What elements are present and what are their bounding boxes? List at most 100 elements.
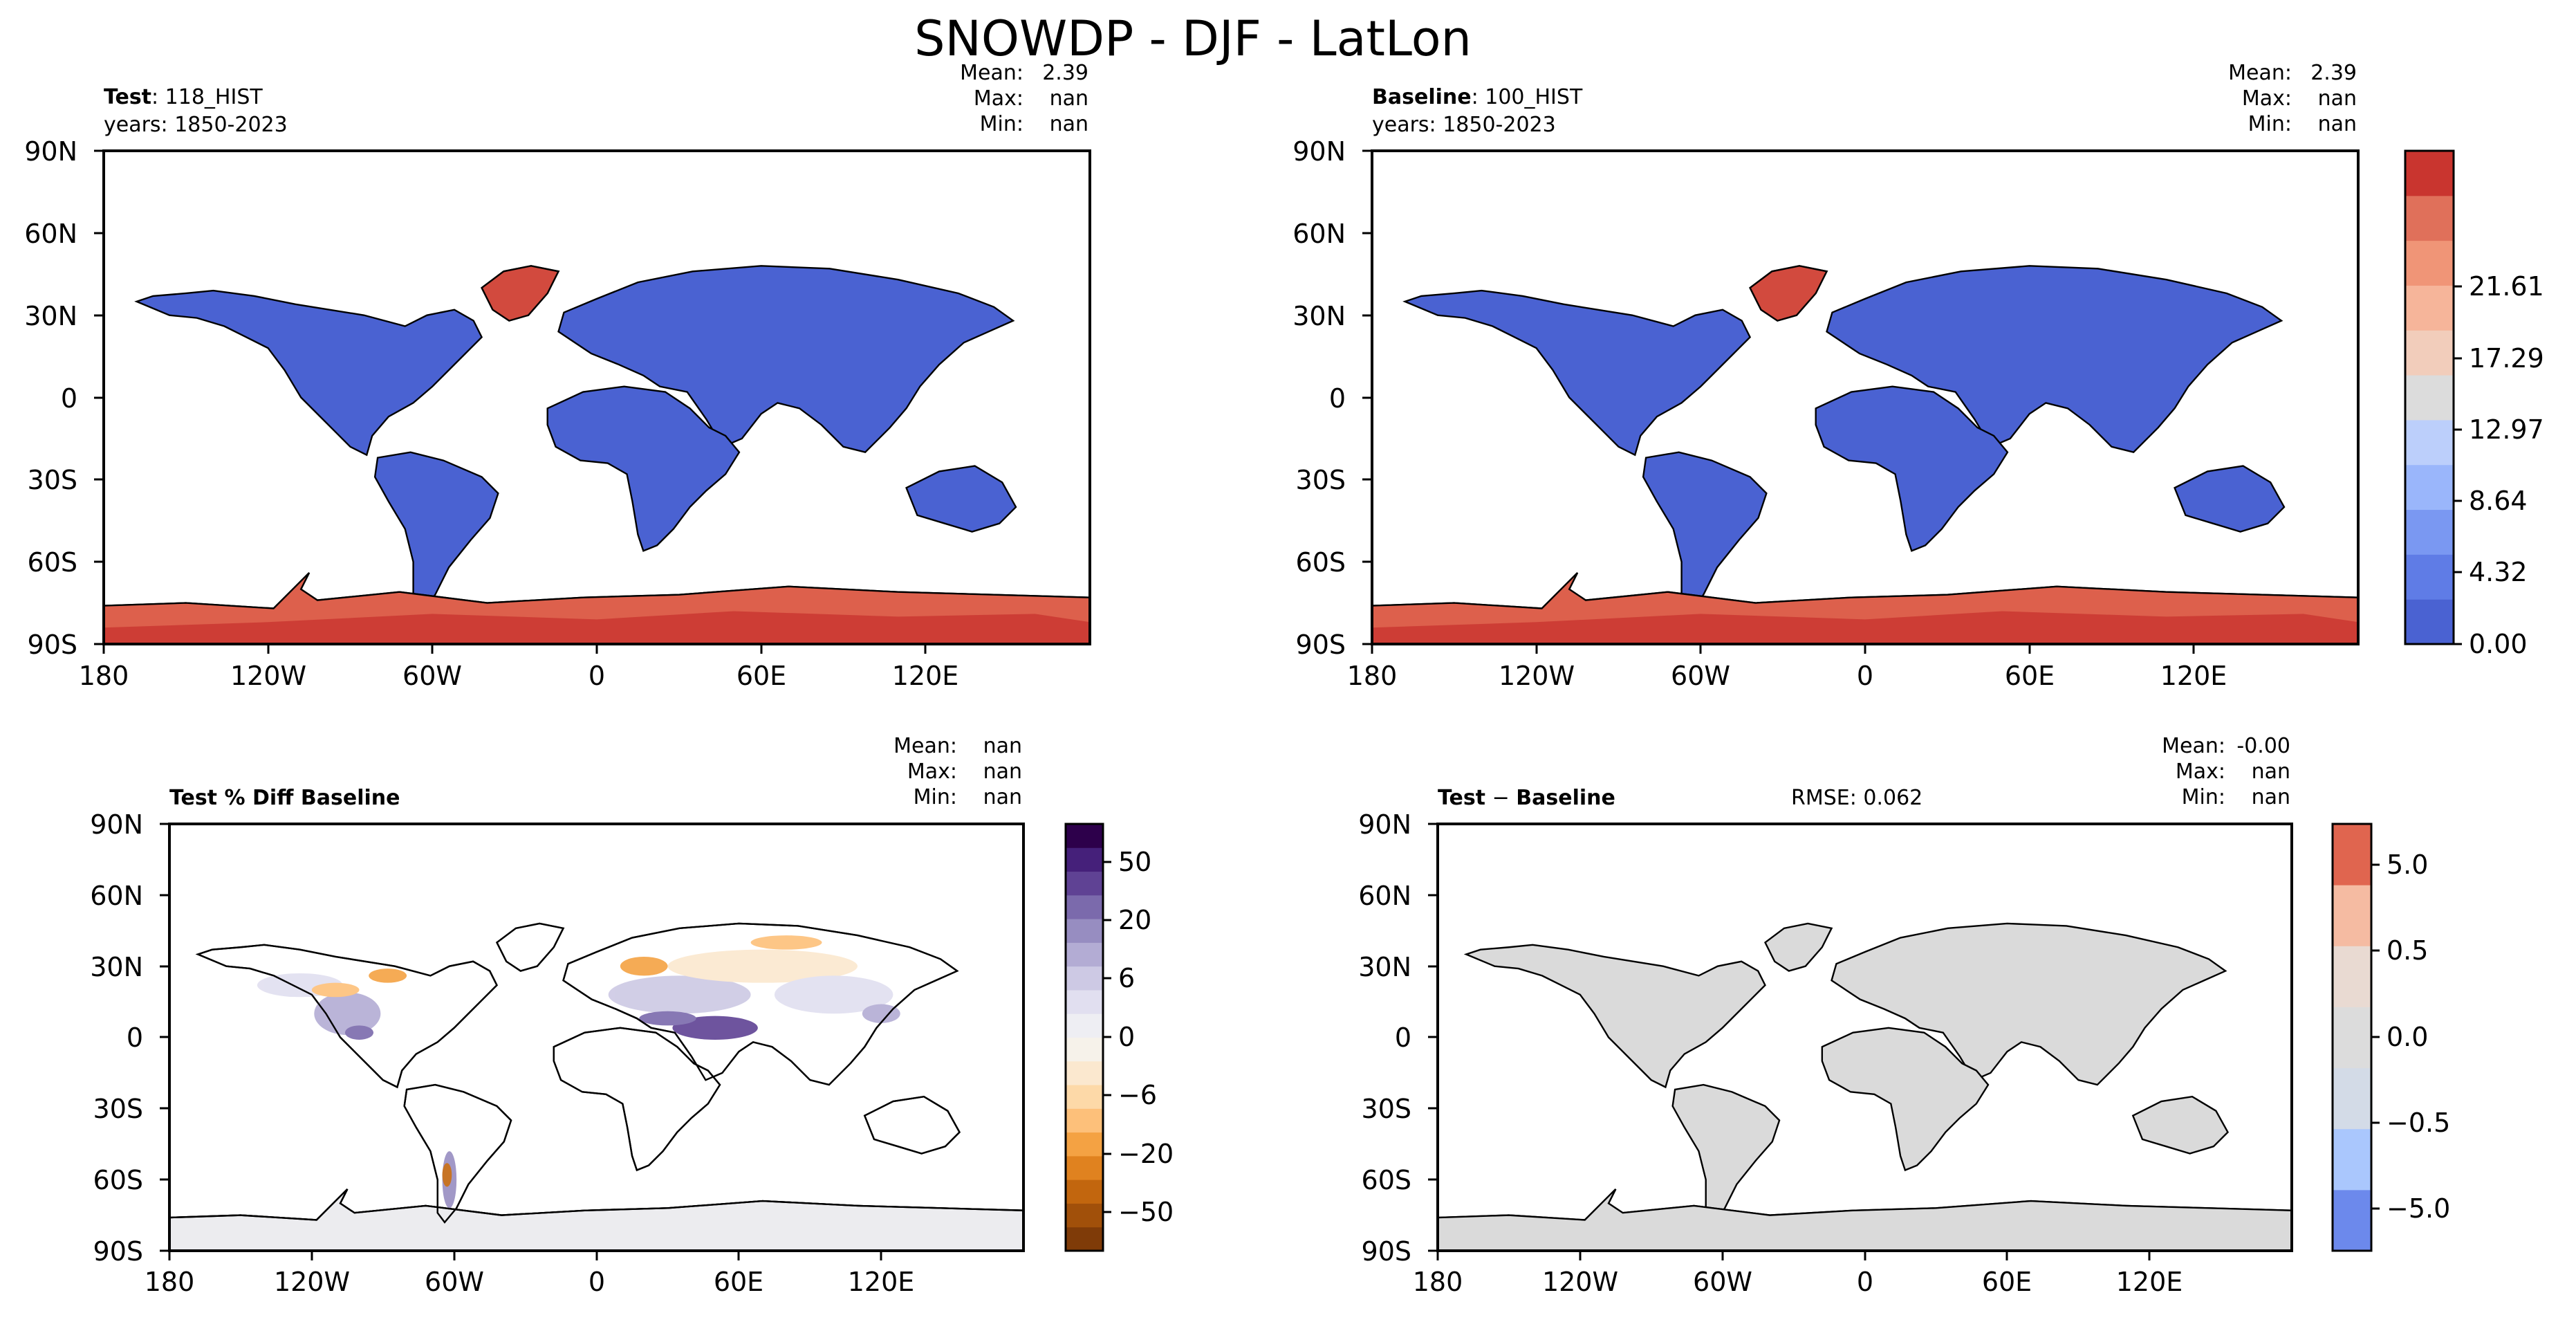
stats-pct: Mean: nan Max: nan Min: nan (893, 734, 1022, 809)
colorbar-segment (2405, 151, 2454, 196)
colorbar-segment (1066, 1179, 1103, 1204)
x-tick-label: 60W (425, 1267, 484, 1297)
y-tick-label: 90N (90, 809, 143, 840)
ticks (1428, 823, 2151, 1260)
stat-label: Mean: (2162, 734, 2225, 758)
colorbar-tick-label: 20 (1118, 905, 1151, 935)
y-tick-label: 90N (1358, 809, 1411, 840)
colorbar-segment (2405, 599, 2454, 645)
y-tick-label: 30N (1358, 952, 1411, 982)
colorbar-main: 0.00 4.32 8.64 12.97 17.29 21.61 (2404, 149, 2544, 659)
colorbar-tick-label: 6 (1118, 963, 1135, 993)
greenland-fill (481, 265, 560, 322)
y-tick-label: 90S (28, 630, 77, 660)
stat-label: Max: (2242, 86, 2292, 111)
x-axis-diff: 180 120W 60W 0 60E 120E (1413, 1267, 2183, 1297)
colorbar-tick-label: −50 (1118, 1197, 1174, 1227)
stats-diff: Mean: -0.00 Max: nan Min: nan (2162, 734, 2290, 809)
stat-label: Mean: (893, 734, 957, 758)
x-tick-label: 120E (848, 1267, 915, 1297)
x-tick-label: 0 (589, 1267, 605, 1297)
panel-diff: 180 120W 60W 0 60E 120E 90N 60N 30N 0 30… (1358, 734, 2450, 1297)
x-tick-label: 120W (274, 1267, 350, 1297)
rmse-label: RMSE: 0.062 (1791, 786, 1922, 810)
colorbar-segment (2405, 285, 2454, 331)
diff-pixels (257, 935, 900, 1209)
y-tick-label: 90S (93, 1236, 143, 1267)
y-tick-label: 0 (1329, 383, 1346, 414)
y-tick-label: 90N (24, 136, 77, 167)
colorbar-segment (1066, 1037, 1103, 1062)
colorbar-segment (2405, 375, 2454, 421)
y-tick-label: 30N (1292, 301, 1346, 331)
colorbar-segment (1066, 989, 1103, 1014)
x-tick-label: 120W (230, 661, 306, 691)
colorbar-segment (1066, 1155, 1103, 1180)
x-axis-baseline: 180 120W 60W 0 60E 120E (1347, 661, 2227, 691)
stat-value: nan (1050, 86, 1088, 111)
colorbar-segment (2333, 1189, 2371, 1251)
colorbar-segment (2333, 1067, 2371, 1130)
y-tick-label: 30N (24, 301, 77, 331)
colorbar-segment (2333, 946, 2371, 1007)
stat-label: Max: (907, 760, 957, 784)
panel-title: Test: 118_HIST (104, 85, 263, 109)
colorbar-tick-label: 0 (1118, 1022, 1135, 1052)
colorbar-tick-label: −0.5 (2387, 1108, 2450, 1138)
stats-test: Mean: 2.39 Max: nan Min: nan (960, 61, 1088, 136)
x-tick-label: 60E (714, 1267, 763, 1297)
x-tick-label: 120E (2116, 1267, 2183, 1297)
colorbar-tick-label: 21.61 (2469, 271, 2544, 302)
stat-label: Max: (2176, 760, 2225, 784)
y-tick-label: 90S (1296, 630, 1346, 660)
ticks (160, 823, 882, 1260)
stat-value: nan (983, 785, 1022, 809)
colorbar-segment (2405, 195, 2454, 241)
x-tick-label: 120E (892, 661, 959, 691)
ticks (94, 149, 927, 654)
stat-label: Min: (2182, 785, 2225, 809)
panel-pct-diff: 180 120W 60W 0 60E 120E 90N 60N 30N 0 30… (90, 734, 1174, 1297)
colorbar-segment (2333, 885, 2371, 946)
stat-value: nan (2252, 785, 2290, 809)
y-tick-label: 0 (61, 383, 77, 414)
stat-value: -0.00 (2236, 734, 2290, 758)
y-axis-diff: 90N 60N 30N 0 30S 60S 90S (1358, 809, 1411, 1267)
colorbar-frame (2404, 149, 2455, 645)
stat-value: nan (983, 734, 1022, 758)
y-tick-label: 0 (1395, 1022, 1411, 1053)
stat-label: Mean: (960, 61, 1023, 85)
y-tick-label: 30S (28, 465, 77, 495)
colorbar-segment (2333, 824, 2371, 885)
y-tick-label: 60N (90, 881, 143, 911)
colorbar-tick-label: 8.64 (2469, 486, 2528, 516)
colorbar-tick-label: 4.32 (2469, 557, 2528, 587)
colorbar-segment (1066, 1108, 1103, 1133)
x-tick-label: 60E (2005, 661, 2055, 691)
stat-value: nan (2252, 760, 2290, 784)
colorbar-tick-label: 17.29 (2469, 343, 2544, 374)
y-tick-label: 60S (93, 1165, 143, 1195)
colorbar-segment (1066, 1227, 1103, 1251)
colorbar-segment (1066, 847, 1103, 872)
y-axis-pct: 90N 60N 30N 0 30S 60S 90S (90, 809, 143, 1267)
panel-title-rest: : 100_HIST (1472, 85, 1583, 109)
panel-test: 180 120W 60W 0 60E 120E 90N 60N 30N 0 30… (24, 61, 1091, 691)
colorbar-segment (1066, 942, 1103, 967)
panel-years: years: 1850-2023 (1372, 113, 1556, 137)
colorbar-segment (1066, 919, 1103, 943)
x-axis-pct: 180 120W 60W 0 60E 120E (145, 1267, 915, 1297)
colorbar-segment (1066, 1132, 1103, 1157)
y-tick-label: 60S (1296, 547, 1346, 578)
y-tick-label: 90S (1362, 1236, 1411, 1267)
x-tick-label: 120E (2160, 661, 2227, 691)
y-axis-test: 90N 60N 30N 0 30S 60S 90S (24, 136, 77, 660)
ticks (1362, 149, 2195, 654)
colorbar-segment (1066, 1203, 1103, 1228)
colorbar-segment (2333, 1007, 2371, 1069)
y-tick-label: 60N (1292, 219, 1346, 249)
greenland-fill (1749, 265, 1828, 322)
colorbar-segment (2405, 240, 2454, 286)
colorbar-tick-label: 12.97 (2469, 414, 2544, 445)
